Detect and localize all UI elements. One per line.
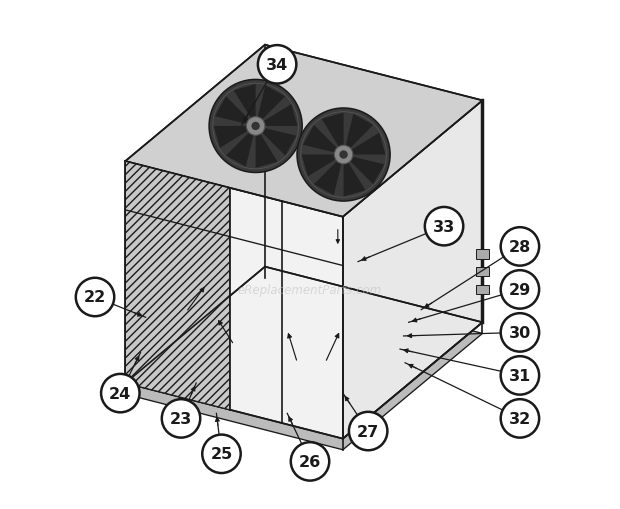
Bar xyxy=(476,286,489,294)
Circle shape xyxy=(501,356,539,395)
Polygon shape xyxy=(125,162,343,439)
Circle shape xyxy=(334,146,353,164)
Polygon shape xyxy=(226,127,255,167)
Circle shape xyxy=(101,374,140,412)
Polygon shape xyxy=(322,114,343,155)
Circle shape xyxy=(258,46,296,84)
Polygon shape xyxy=(234,85,255,127)
Text: 30: 30 xyxy=(509,325,531,340)
Polygon shape xyxy=(255,105,298,127)
Polygon shape xyxy=(255,86,285,127)
Circle shape xyxy=(349,412,388,450)
Polygon shape xyxy=(125,46,482,217)
Circle shape xyxy=(76,278,114,317)
Text: 28: 28 xyxy=(509,239,531,254)
Circle shape xyxy=(252,123,260,131)
Text: 24: 24 xyxy=(109,386,131,401)
Text: 23: 23 xyxy=(170,411,192,426)
Polygon shape xyxy=(303,126,343,155)
Polygon shape xyxy=(343,101,482,439)
Text: 22: 22 xyxy=(84,290,106,305)
Circle shape xyxy=(339,151,348,159)
Polygon shape xyxy=(343,133,386,155)
Circle shape xyxy=(501,271,539,309)
Text: eReplacementParts.com: eReplacementParts.com xyxy=(238,284,382,296)
Text: 27: 27 xyxy=(357,423,379,439)
Polygon shape xyxy=(215,97,255,127)
Polygon shape xyxy=(343,115,373,155)
Text: 25: 25 xyxy=(210,446,232,461)
Bar xyxy=(476,268,489,277)
Polygon shape xyxy=(255,127,278,168)
Circle shape xyxy=(162,400,200,438)
Circle shape xyxy=(202,435,241,473)
Text: 31: 31 xyxy=(509,368,531,383)
Polygon shape xyxy=(302,155,343,177)
Bar xyxy=(476,250,489,259)
Circle shape xyxy=(209,80,302,173)
Text: 34: 34 xyxy=(266,58,288,73)
Circle shape xyxy=(246,118,265,136)
Text: 26: 26 xyxy=(299,454,321,469)
Polygon shape xyxy=(343,155,365,197)
Text: 29: 29 xyxy=(509,282,531,297)
Circle shape xyxy=(501,314,539,352)
Polygon shape xyxy=(125,162,230,410)
Circle shape xyxy=(291,442,329,480)
Text: 32: 32 xyxy=(509,411,531,426)
Polygon shape xyxy=(255,127,296,156)
Polygon shape xyxy=(343,155,384,185)
Circle shape xyxy=(297,109,390,202)
Polygon shape xyxy=(214,127,255,149)
Polygon shape xyxy=(125,278,482,450)
Text: 33: 33 xyxy=(433,219,455,234)
Circle shape xyxy=(425,208,463,246)
Circle shape xyxy=(501,228,539,266)
Circle shape xyxy=(501,400,539,438)
Polygon shape xyxy=(314,155,343,196)
